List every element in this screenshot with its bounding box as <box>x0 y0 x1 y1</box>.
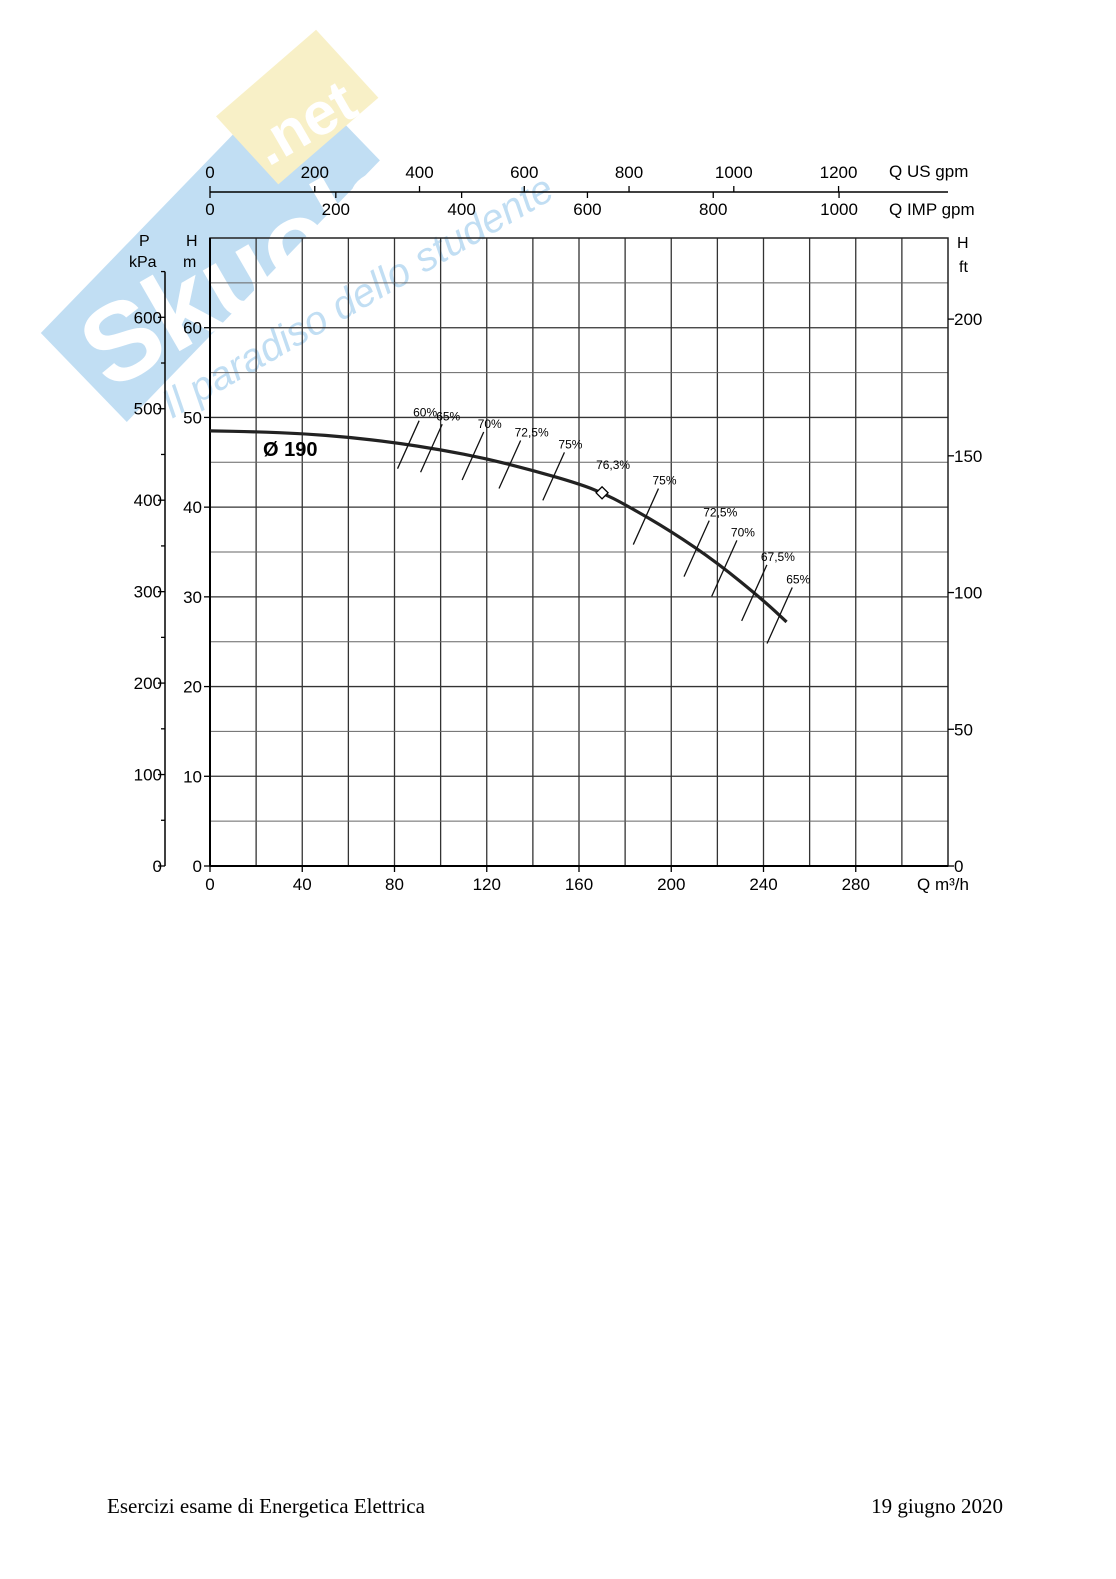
efficiency-tick <box>683 520 710 577</box>
ft-tick-label: 200 <box>954 310 982 329</box>
x-tick-label: 280 <box>842 875 870 894</box>
us-gpm-tick-label: 800 <box>615 163 643 182</box>
skuola-watermark: Skuola .net Il paradiso dello studente <box>40 29 561 427</box>
efficiency-label: 75% <box>558 437 582 451</box>
h-tick-label: 50 <box>183 408 202 427</box>
efficiency-tick <box>711 540 738 597</box>
us-gpm-tick-label: 1000 <box>715 163 753 182</box>
p-tick-label: 500 <box>134 400 162 419</box>
h-tick-label: 40 <box>183 498 202 517</box>
p-tick-label: 400 <box>134 491 162 510</box>
imp-gpm-tick-label: 400 <box>447 200 475 219</box>
h-tick-label: 0 <box>193 857 202 876</box>
efficiency-tick <box>766 587 793 644</box>
efficiency-marks: 60% 65%70%72,5%75%75%72,5%70%67,5%65% <box>396 406 811 644</box>
x-tick-label: 160 <box>565 875 593 894</box>
footer-date: 19 giugno 2020 <box>871 1494 1003 1518</box>
us-gpm-tick-label: 600 <box>510 163 538 182</box>
efficiency-tick <box>498 440 522 489</box>
chart-grid <box>210 238 948 866</box>
h-tick-label: 10 <box>183 767 202 786</box>
best-efficiency-label: 76,3% <box>596 458 630 472</box>
series-label: Ø 190 <box>263 439 317 461</box>
efficiency-label: 72,5% <box>515 426 549 440</box>
top-axis-imp-label: Q IMP gpm <box>889 200 975 219</box>
x-tick-label: 80 <box>385 875 404 894</box>
ft-axis-label-line2: ft <box>959 259 968 276</box>
ft-axis-label-line1: H <box>957 235 969 252</box>
x-tick-label: 120 <box>473 875 501 894</box>
x-tick-label: 240 <box>749 875 777 894</box>
ft-tick-label: 150 <box>954 447 982 466</box>
p-axis-label-line1: P <box>139 233 150 250</box>
imp-gpm-tick-label: 800 <box>699 200 727 219</box>
h-tick-label: 30 <box>183 588 202 607</box>
best-efficiency-point <box>595 485 609 500</box>
h-axis-label-line1: H <box>186 233 198 250</box>
efficiency-label: 70% <box>478 417 502 431</box>
h-tick-label: 20 <box>183 678 202 697</box>
imp-gpm-tick-label: 600 <box>573 200 601 219</box>
efficiency-tick <box>741 564 768 622</box>
x-tick-label: 40 <box>293 875 312 894</box>
ft-tick-label: 50 <box>954 720 973 739</box>
p-tick-label: 300 <box>134 583 162 602</box>
imp-gpm-tick-label: 0 <box>205 200 214 219</box>
x-axis-label: Q m³/h <box>917 875 969 894</box>
efficiency-label: 65% <box>436 409 460 423</box>
chart-ticks: 0 40 80 120 160 200 240 28001020304050600100200… <box>134 163 983 894</box>
ft-tick-label: 100 <box>954 584 982 603</box>
efficiency-tick <box>632 488 660 545</box>
p-tick-label: 100 <box>134 766 162 785</box>
p-axis-label-line2: kPa <box>129 254 157 271</box>
ft-tick-label: 0 <box>954 857 963 876</box>
imp-gpm-tick-label: 200 <box>322 200 350 219</box>
h-axis-label-line2: m <box>183 254 196 271</box>
p-tick-label: 0 <box>153 857 162 876</box>
us-gpm-tick-label: 0 <box>205 163 214 182</box>
efficiency-tick <box>461 431 485 481</box>
efficiency-tick <box>542 452 566 501</box>
efficiency-label: 70% <box>731 525 755 539</box>
efficiency-label: 67,5% <box>761 550 795 564</box>
efficiency-label: 65% <box>786 573 810 587</box>
p-tick-label: 600 <box>134 308 162 327</box>
efficiency-tick <box>420 424 443 473</box>
us-gpm-tick-label: 400 <box>405 163 433 182</box>
us-gpm-tick-label: 200 <box>301 163 329 182</box>
top-axis-us-label: Q US gpm <box>889 162 968 181</box>
efficiency-label: 72,5% <box>703 506 737 520</box>
p-tick-label: 200 <box>134 674 162 693</box>
chart-series: Ø 190 76,3% <box>209 429 788 624</box>
footer-course-title: Esercizi esame di Energetica Elettrica <box>107 1494 425 1518</box>
efficiency-label: 75% <box>652 474 676 488</box>
us-gpm-tick-label: 1200 <box>820 163 858 182</box>
x-tick-label: 0 <box>205 875 214 894</box>
imp-gpm-tick-label: 1000 <box>820 200 858 219</box>
h-tick-label: 60 <box>183 319 202 338</box>
watermark-yellow-shape <box>215 29 379 185</box>
efficiency-tick <box>396 420 420 469</box>
efficiency-label: 60% <box>413 406 437 420</box>
x-tick-label: 200 <box>657 875 685 894</box>
